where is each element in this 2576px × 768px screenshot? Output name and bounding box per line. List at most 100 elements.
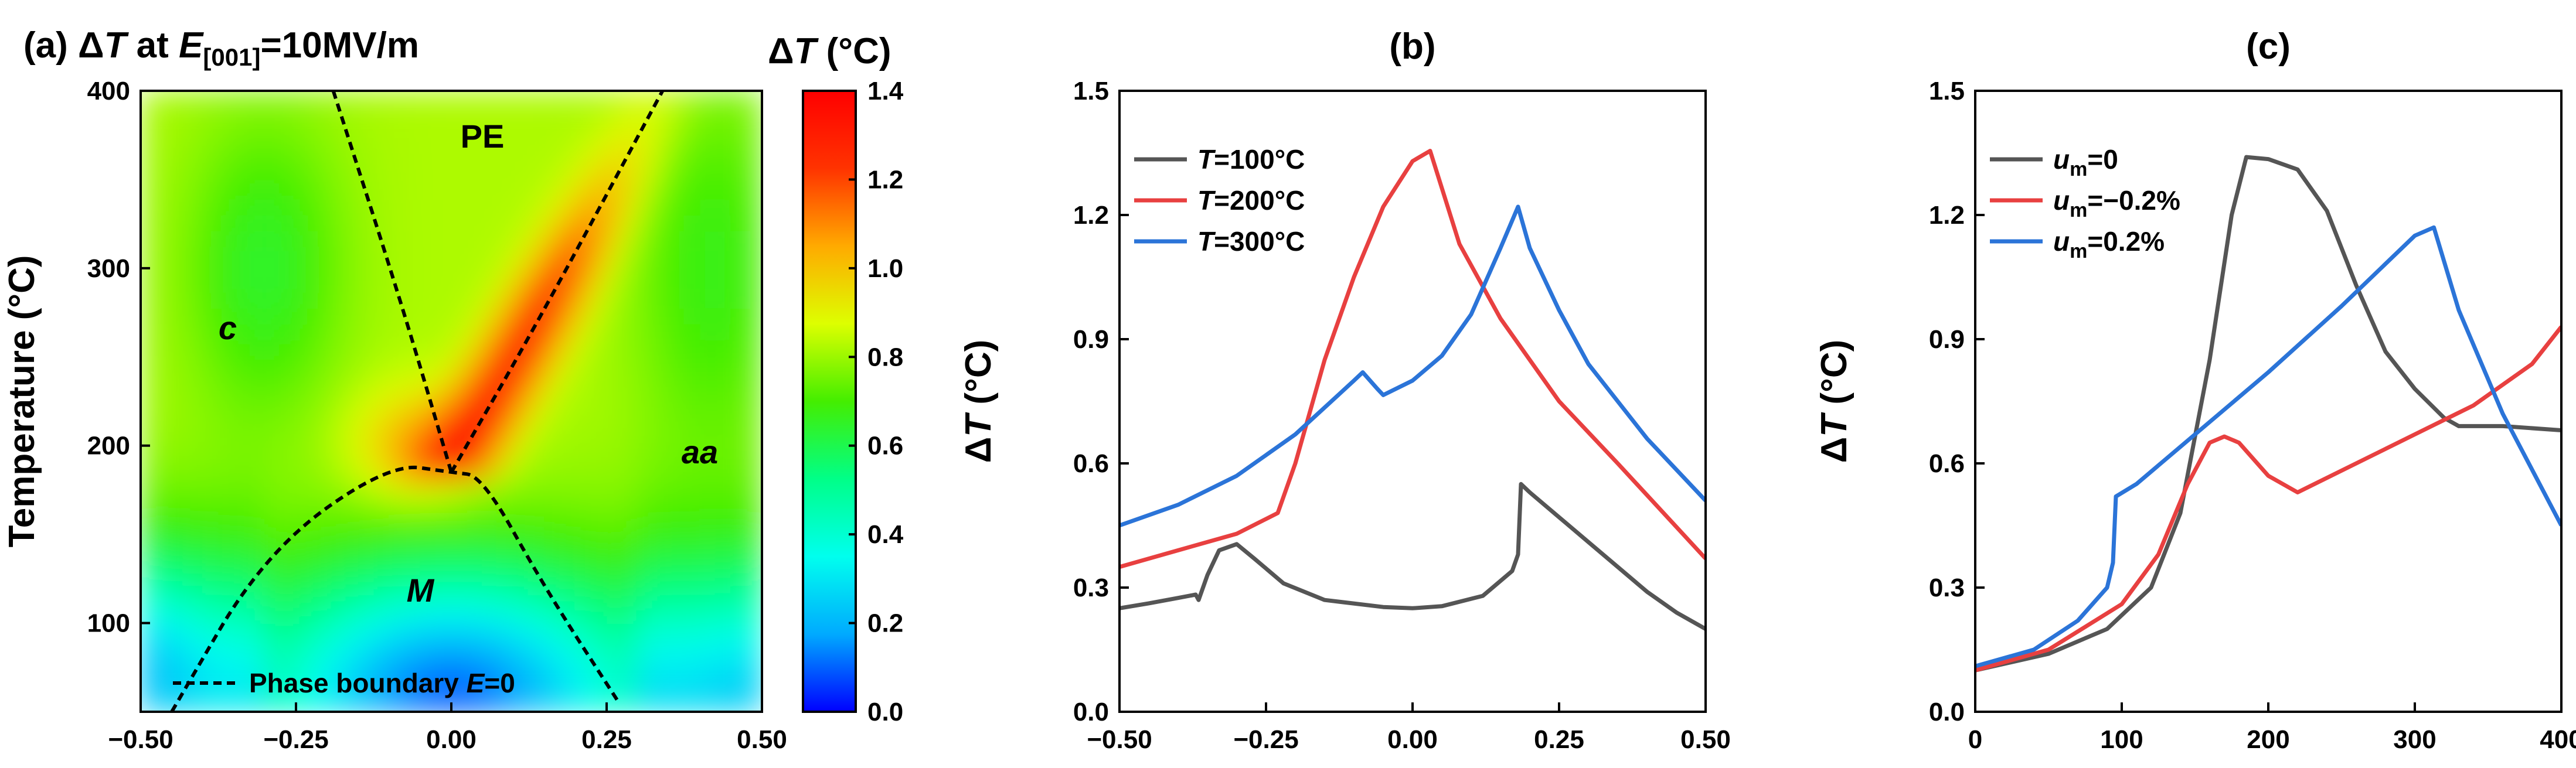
heatmap-cell xyxy=(559,664,576,681)
heatmap-cell xyxy=(544,354,561,371)
panel-c-legend-label: um=0.2% xyxy=(2053,226,2165,262)
heatmap-cell xyxy=(342,292,359,309)
heatmap-cell xyxy=(621,214,638,231)
heatmap-cell xyxy=(264,245,281,262)
heatmap-cell xyxy=(714,292,731,309)
heatmap-cell xyxy=(497,121,514,138)
heatmap-cell xyxy=(699,416,716,433)
heatmap-cell xyxy=(217,649,234,666)
heatmap-cell xyxy=(217,416,234,433)
panel-c-title: (c) xyxy=(2246,26,2291,67)
heatmap-cell xyxy=(513,618,530,635)
heatmap-cell xyxy=(482,152,499,169)
heatmap-cell xyxy=(435,277,452,293)
heatmap-cell xyxy=(683,277,700,293)
heatmap-cell xyxy=(404,509,421,526)
heatmap-cell xyxy=(637,602,654,619)
panel-c-x-tick-label: 300 xyxy=(2393,725,2436,754)
heatmap-cell xyxy=(590,401,607,418)
heatmap-cell xyxy=(746,339,762,356)
heatmap-cell xyxy=(233,308,250,325)
heatmap-cell xyxy=(249,183,266,200)
heatmap-cell xyxy=(699,152,716,169)
heatmap-cell xyxy=(249,432,266,449)
heatmap-cell xyxy=(451,105,468,122)
heatmap-cell xyxy=(186,261,203,278)
heatmap-cell xyxy=(730,618,747,635)
heatmap-cell xyxy=(730,478,747,495)
heatmap-cell xyxy=(482,308,499,325)
heatmap-cell xyxy=(358,509,375,526)
heatmap-cell xyxy=(451,478,468,495)
heatmap-cell xyxy=(606,649,623,666)
heatmap-cell xyxy=(497,463,514,480)
heatmap-cell xyxy=(342,199,359,216)
heatmap-cell xyxy=(451,136,468,153)
heatmap-cell xyxy=(606,91,623,107)
heatmap-cell xyxy=(714,680,731,697)
heatmap-cell xyxy=(730,261,747,278)
heatmap-cell xyxy=(714,571,731,588)
heatmap-cell xyxy=(264,447,281,464)
heatmap-cell xyxy=(186,447,203,464)
heatmap-cell xyxy=(326,509,343,526)
heatmap-cell xyxy=(435,587,452,604)
heatmap-cell xyxy=(637,525,654,542)
heatmap-cell xyxy=(171,292,188,309)
heatmap-cell xyxy=(141,618,157,635)
heatmap-cell xyxy=(575,230,592,247)
heatmap-cell xyxy=(699,183,716,200)
panel-a-y-tick-label: 300 xyxy=(87,254,130,283)
heatmap-cell xyxy=(155,416,172,433)
heatmap-cell xyxy=(311,230,328,247)
heatmap-cell xyxy=(637,354,654,371)
heatmap-cell xyxy=(186,292,203,309)
heatmap-cell xyxy=(714,633,731,650)
heatmap-cell xyxy=(264,168,281,185)
heatmap-cell xyxy=(590,525,607,542)
heatmap-cell xyxy=(217,556,234,573)
heatmap-cell xyxy=(141,339,157,356)
panel-c-frame xyxy=(1974,90,2563,713)
heatmap-cell xyxy=(373,618,390,635)
heatmap-cell xyxy=(311,339,328,356)
phase-boundary-upper-left xyxy=(331,91,453,473)
heatmap-cell xyxy=(746,571,762,588)
heatmap-cell xyxy=(683,447,700,464)
heatmap-cell xyxy=(482,385,499,402)
heatmap-cell xyxy=(264,121,281,138)
heatmap-cell xyxy=(575,478,592,495)
heatmap-cell xyxy=(528,695,545,712)
heatmap-cell xyxy=(295,463,312,480)
heatmap-cell xyxy=(171,370,188,387)
heatmap-cell xyxy=(141,121,157,138)
heatmap-cell xyxy=(295,401,312,418)
phase-boundary-lines xyxy=(170,91,665,712)
heatmap-cell xyxy=(233,105,250,122)
heatmap-cell xyxy=(358,91,375,107)
heatmap-cell xyxy=(171,277,188,293)
heatmap-cell xyxy=(482,354,499,371)
heatmap-cell xyxy=(295,649,312,666)
heatmap-cell xyxy=(171,308,188,325)
heatmap-cell xyxy=(668,509,685,526)
heatmap-cell xyxy=(373,649,390,666)
heatmap-cell xyxy=(497,245,514,262)
heatmap-cell xyxy=(420,509,437,526)
heatmap-cell xyxy=(683,183,700,200)
heatmap-cell xyxy=(342,509,359,526)
heatmap-cell xyxy=(652,571,669,588)
heatmap-cell xyxy=(420,525,437,542)
heatmap-cell xyxy=(295,494,312,511)
heatmap-cell xyxy=(699,602,716,619)
heatmap-cell xyxy=(606,292,623,309)
heatmap-cell xyxy=(730,105,747,122)
panel-b-legend-label: T=100°C xyxy=(1197,144,1305,175)
heatmap-cell xyxy=(668,664,685,681)
heatmap-cell xyxy=(606,416,623,433)
heatmap-cell xyxy=(668,695,685,712)
heatmap-cell xyxy=(606,463,623,480)
heatmap-cell xyxy=(528,245,545,262)
heatmap-cell xyxy=(435,509,452,526)
